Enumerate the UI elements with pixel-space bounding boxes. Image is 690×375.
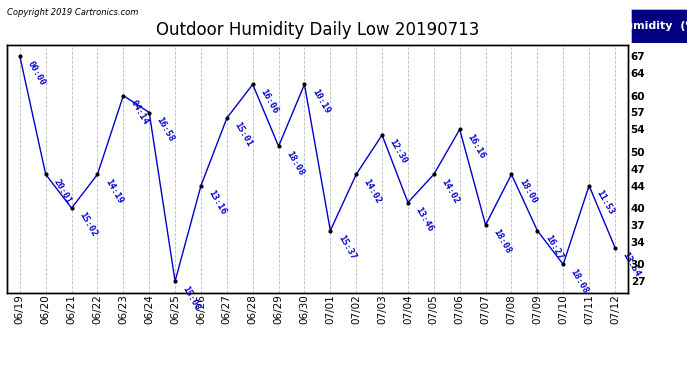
Text: 15:08: 15:08 bbox=[181, 284, 202, 312]
Text: 14:02: 14:02 bbox=[362, 177, 383, 205]
Text: 16:58: 16:58 bbox=[155, 115, 176, 143]
Text: 15:37: 15:37 bbox=[336, 233, 357, 261]
Text: 16:06: 16:06 bbox=[258, 87, 279, 115]
Text: Copyright 2019 Cartronics.com: Copyright 2019 Cartronics.com bbox=[7, 8, 138, 17]
Text: 14:02: 14:02 bbox=[440, 177, 461, 205]
Text: 13:46: 13:46 bbox=[413, 205, 435, 233]
Text: 10:19: 10:19 bbox=[310, 87, 331, 115]
Text: 18:08: 18:08 bbox=[491, 228, 513, 255]
Text: 04:14: 04:14 bbox=[129, 98, 150, 126]
Text: 18:08: 18:08 bbox=[284, 149, 306, 177]
Text: 15:02: 15:02 bbox=[77, 211, 99, 238]
Text: 14:19: 14:19 bbox=[103, 177, 124, 205]
Text: 15:01: 15:01 bbox=[233, 121, 254, 148]
Text: 20:01: 20:01 bbox=[51, 177, 72, 205]
Text: 13:16: 13:16 bbox=[206, 188, 228, 216]
Text: Outdoor Humidity Daily Low 20190713: Outdoor Humidity Daily Low 20190713 bbox=[156, 21, 479, 39]
Text: 18:08: 18:08 bbox=[569, 267, 590, 295]
Text: Humidity  (%): Humidity (%) bbox=[616, 21, 690, 31]
Text: 16:16: 16:16 bbox=[465, 132, 486, 160]
Text: 11:53: 11:53 bbox=[595, 188, 616, 216]
Text: 16:27: 16:27 bbox=[543, 233, 564, 261]
Text: 00:00: 00:00 bbox=[26, 59, 47, 87]
Text: 12:30: 12:30 bbox=[388, 138, 409, 165]
Text: 18:00: 18:00 bbox=[517, 177, 538, 205]
Text: 13:54: 13:54 bbox=[620, 250, 642, 278]
